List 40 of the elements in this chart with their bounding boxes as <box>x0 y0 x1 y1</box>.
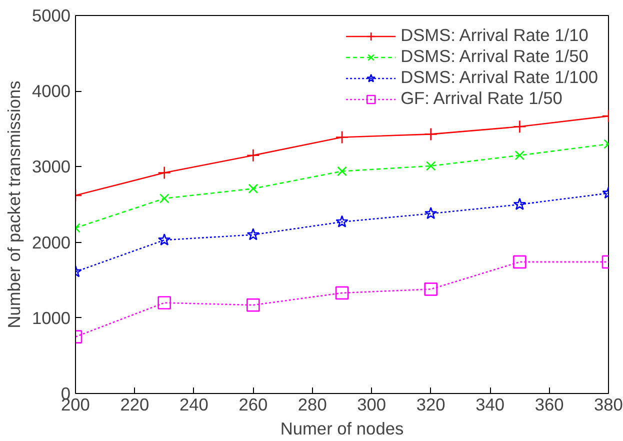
x-tick-label: 320 <box>416 394 446 414</box>
point <box>335 130 349 144</box>
point <box>335 286 349 300</box>
point <box>336 215 348 228</box>
x-tick-label: 340 <box>476 394 505 414</box>
y-axis-title: Number of packet transmissions <box>4 80 24 328</box>
point <box>159 194 170 204</box>
point <box>513 120 526 134</box>
legend-label: DSMS: Arrival Rate 1/10 <box>400 25 588 46</box>
point <box>514 150 525 160</box>
point <box>424 206 438 220</box>
y-tick-label: 4000 <box>32 81 71 102</box>
legend-label: DSMS: Arrival Rate 1/100 <box>400 67 598 88</box>
x-tick-label: 220 <box>120 394 150 414</box>
point <box>246 228 260 240</box>
point <box>513 255 526 269</box>
point <box>424 128 438 141</box>
point <box>246 298 260 312</box>
x-tick-label: 360 <box>534 394 564 414</box>
point <box>158 296 171 310</box>
y-tick-label: 5000 <box>32 6 71 26</box>
y-tick-label: 3000 <box>32 156 71 177</box>
y-tick-label: 1000 <box>32 308 71 328</box>
point <box>337 166 347 176</box>
point <box>513 198 526 210</box>
y-tick-label: 2000 <box>32 232 71 252</box>
x-tick-label: 240 <box>179 394 208 414</box>
legend-label: GF: Arrival Rate 1/50 <box>400 88 562 109</box>
x-tick-label: 260 <box>238 394 268 414</box>
legend-label: DSMS: Arrival Rate 1/50 <box>400 46 588 67</box>
point <box>246 148 260 162</box>
point <box>158 166 171 180</box>
x-tick-label: 300 <box>357 394 386 414</box>
point <box>158 233 171 246</box>
x-tick-label: 380 <box>594 394 623 414</box>
x-axis-title: Numer of nodes <box>280 418 404 438</box>
point <box>424 282 438 296</box>
point <box>248 184 258 194</box>
point <box>426 161 436 171</box>
x-tick-label: 280 <box>298 394 327 414</box>
